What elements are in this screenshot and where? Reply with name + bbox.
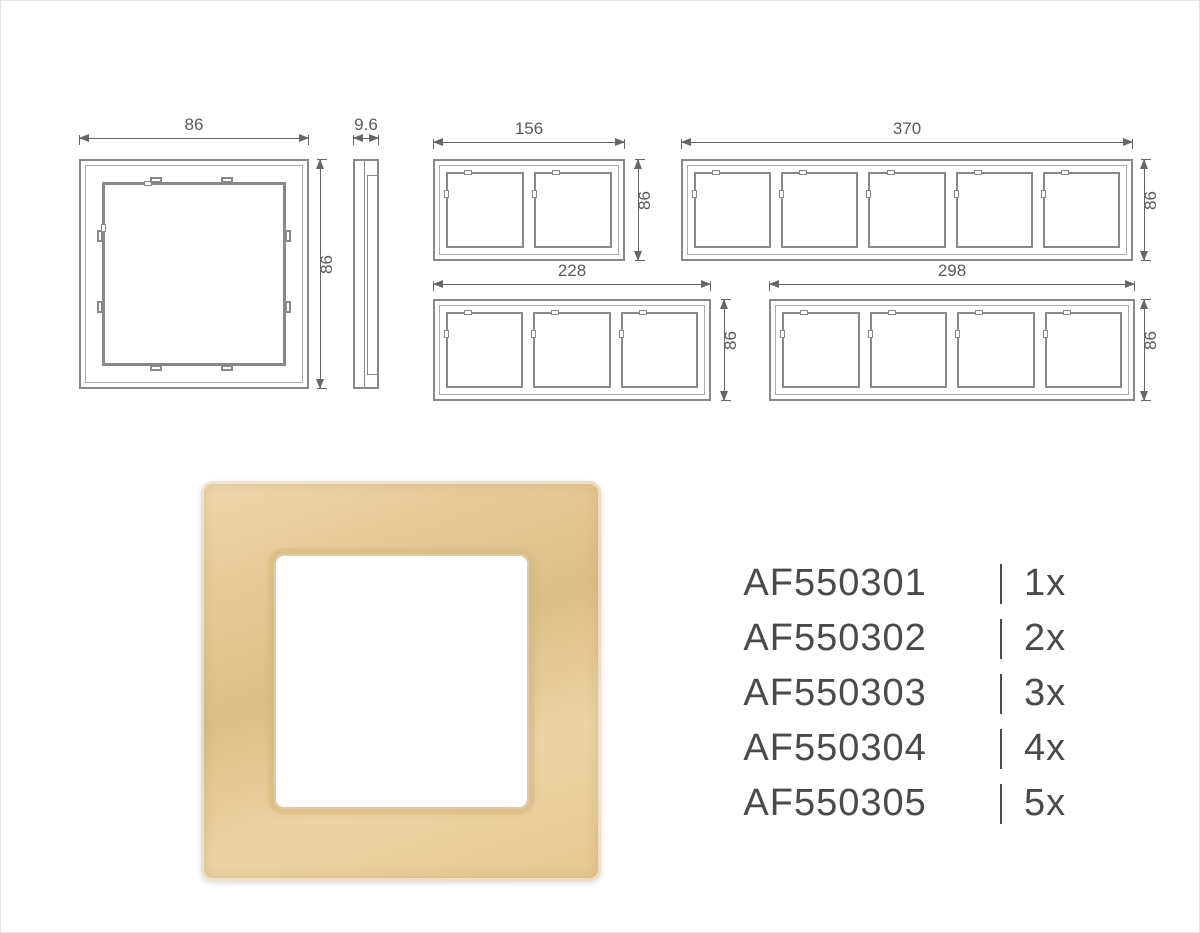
- sku-code: AF550301: [743, 556, 978, 611]
- sku-row: AF550303 3x: [743, 666, 1079, 721]
- module-outline: [781, 172, 858, 248]
- frame-gang4: [769, 299, 1135, 401]
- sku-code: AF550304: [743, 721, 978, 776]
- sku-row: AF550302 2x: [743, 611, 1079, 666]
- dimension-label: 156: [515, 119, 543, 139]
- dimension-label: 228: [558, 261, 586, 281]
- module-outline: [533, 312, 610, 388]
- module-outline: [868, 172, 945, 248]
- dimension-label: 86: [635, 191, 655, 210]
- sku-row: AF550305 5x: [743, 776, 1079, 831]
- dimension-line: 86: [723, 299, 724, 401]
- dimension-label: 370: [893, 119, 921, 139]
- separator: [1000, 784, 1002, 824]
- dimension-line: 370: [681, 141, 1133, 142]
- dimension-line: 298: [769, 283, 1135, 284]
- frame-gang2: [433, 159, 625, 261]
- module-outline: [446, 172, 524, 248]
- dimension-label: 86: [1141, 191, 1161, 210]
- separator: [1000, 564, 1002, 604]
- module-outline: [1045, 312, 1123, 388]
- module-outline: [956, 172, 1033, 248]
- product-render-frame: [201, 481, 601, 881]
- sku-code: AF550302: [743, 611, 978, 666]
- dimension-line: 86: [637, 159, 638, 261]
- sku-row: AF550304 4x: [743, 721, 1079, 776]
- module-outline: [534, 172, 612, 248]
- module-outline: [446, 312, 523, 388]
- side-profile: [353, 159, 379, 389]
- frame-gang3: [433, 299, 711, 401]
- module-outline: [1043, 172, 1120, 248]
- dimension-label: 86: [1141, 331, 1161, 350]
- dimension-line: 156: [433, 141, 625, 142]
- module-outline: [870, 312, 948, 388]
- dimension-line: 86: [79, 137, 309, 138]
- dimension-label: 86: [317, 255, 337, 274]
- module-outline: [782, 312, 860, 388]
- frame-gang5: [681, 159, 1133, 261]
- dimension-line: 86: [1143, 299, 1144, 401]
- sku-code: AF550305: [743, 776, 978, 831]
- sku-row: AF550301 1x: [743, 556, 1079, 611]
- sku-qty: 1x: [1024, 556, 1079, 611]
- separator: [1000, 674, 1002, 714]
- dimension-label: 298: [938, 261, 966, 281]
- sku-code: AF550303: [743, 666, 978, 721]
- dimension-label: 86: [721, 331, 741, 350]
- dimension-label: 86: [185, 115, 204, 135]
- module-outline: [957, 312, 1035, 388]
- module-outline: [102, 182, 286, 366]
- dimension-line: 86: [1143, 159, 1144, 261]
- technical-drawings: 869.68615637022829886868686: [1, 1, 1200, 421]
- dimension-line: 86: [319, 159, 320, 389]
- sku-qty: 4x: [1024, 721, 1079, 776]
- front-view-1gang: [79, 159, 309, 389]
- module-outline: [694, 172, 771, 248]
- dimension-line: 9.6: [353, 137, 379, 138]
- module-outline: [621, 312, 698, 388]
- dimension-line: 228: [433, 283, 711, 284]
- sku-qty: 2x: [1024, 611, 1079, 666]
- separator: [1000, 729, 1002, 769]
- sku-qty: 3x: [1024, 666, 1079, 721]
- sku-table: AF550301 1x AF550302 2x AF550303 3x AF550304 4x…: [743, 556, 1079, 831]
- separator: [1000, 619, 1002, 659]
- sku-qty: 5x: [1024, 776, 1079, 831]
- dimension-label: 9.6: [354, 115, 378, 135]
- product-cutout: [274, 554, 529, 809]
